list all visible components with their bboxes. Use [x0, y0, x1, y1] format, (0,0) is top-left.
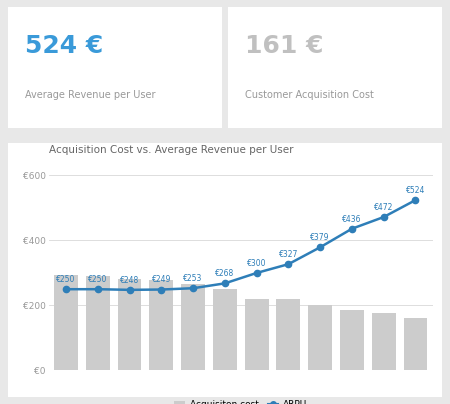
Text: €249: €249	[152, 275, 171, 284]
Bar	[372, 313, 396, 370]
Text: €300: €300	[247, 259, 266, 268]
Text: €268: €268	[215, 269, 234, 278]
Bar	[308, 305, 332, 370]
Text: €379: €379	[310, 233, 330, 242]
Bar	[149, 280, 173, 370]
Text: Average Revenue per User: Average Revenue per User	[25, 90, 156, 99]
Text: 524 €: 524 €	[25, 34, 104, 58]
Text: 161 €: 161 €	[245, 34, 324, 58]
Bar	[181, 284, 205, 370]
Text: €250: €250	[56, 275, 76, 284]
Legend: Acquisiton cost, ARPU: Acquisiton cost, ARPU	[171, 396, 311, 404]
Bar	[276, 299, 300, 370]
Text: €472: €472	[374, 203, 393, 212]
Bar	[213, 289, 237, 370]
Text: €250: €250	[88, 275, 108, 284]
Bar	[118, 279, 141, 370]
Bar	[54, 275, 78, 370]
Bar	[340, 310, 364, 370]
Text: €524: €524	[406, 186, 425, 195]
Bar	[404, 318, 428, 370]
Text: €248: €248	[120, 276, 139, 285]
Text: €253: €253	[184, 274, 203, 283]
Text: Customer Acquisition Cost: Customer Acquisition Cost	[245, 90, 374, 99]
Bar	[245, 299, 269, 370]
Bar	[86, 276, 110, 370]
Text: €327: €327	[279, 250, 298, 259]
Text: €436: €436	[342, 215, 362, 223]
Text: Acquisition Cost vs. Average Revenue per User: Acquisition Cost vs. Average Revenue per…	[49, 145, 293, 155]
